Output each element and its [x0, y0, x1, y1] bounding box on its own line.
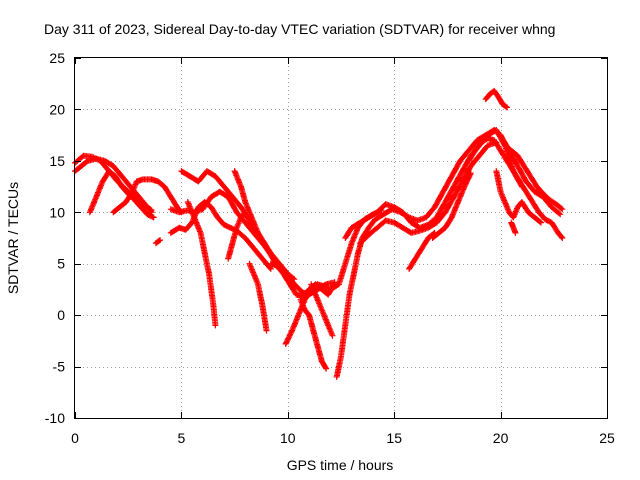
series-arc-11	[246, 260, 270, 334]
y-tick-label: 10	[49, 204, 65, 220]
x-tick-label: 20	[493, 430, 509, 446]
x-tick-label: 5	[178, 430, 186, 446]
x-axis-tick-labels: 0 5 10 15 20 25	[71, 430, 615, 446]
series-arc-26	[152, 237, 164, 247]
series-arc-25	[501, 142, 566, 213]
y-tick-label: -10	[45, 410, 65, 426]
series-arc-19	[406, 229, 438, 272]
series-arc-15	[308, 281, 336, 339]
series-arc-9	[225, 209, 249, 262]
x-tick-label: 15	[386, 430, 402, 446]
y-tick-label: -5	[53, 359, 66, 375]
series-arc-20	[429, 170, 474, 241]
y-tick-label: 0	[57, 307, 65, 323]
series-arc-21	[465, 135, 566, 241]
x-axis-label: GPS time / hours	[287, 457, 394, 473]
series-arc-23	[493, 168, 544, 226]
x-tick-label: 10	[280, 430, 296, 446]
series-arc-12	[267, 260, 338, 300]
series-arc-22	[482, 87, 510, 111]
x-tick-label: 0	[71, 430, 79, 446]
y-tick-label: 15	[49, 153, 65, 169]
series-arc-4	[110, 176, 185, 216]
y-tick-label: 20	[49, 101, 65, 117]
y-tick-label: 25	[49, 50, 65, 66]
series-arc-8	[184, 199, 219, 329]
y-tick-label: 5	[57, 256, 65, 272]
axis-ticks	[75, 58, 608, 419]
data-marks	[72, 87, 566, 380]
plot-frame	[74, 57, 608, 419]
chart-title: Day 311 of 2023, Sidereal Day-to-day VTE…	[44, 21, 555, 37]
series-arc-18	[357, 139, 500, 247]
grid	[75, 58, 607, 418]
series-arc-24	[508, 219, 519, 236]
y-axis-label: SDTVAR / TECUs	[5, 182, 21, 294]
x-tick-label: 25	[599, 430, 615, 446]
series-arc-16	[333, 127, 564, 380]
series-arc-14	[297, 296, 330, 372]
y-axis-tick-labels: -10 -5 0 5 10 15 20 25	[45, 50, 65, 426]
